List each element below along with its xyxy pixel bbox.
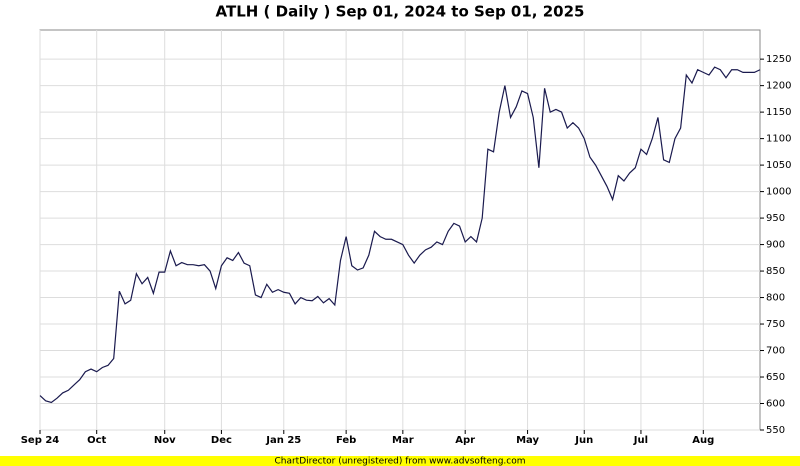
credit-bar <box>0 456 800 466</box>
y-tick-label: 550 <box>766 425 785 436</box>
y-tick-label: 950 <box>766 213 785 224</box>
y-tick-label: 750 <box>766 319 785 330</box>
x-tick-label: Mar <box>392 435 414 446</box>
credit: ChartDirector (unregistered) from www.ad… <box>274 457 525 466</box>
x-tick-label: Nov <box>154 435 176 446</box>
chart-title: ATLH ( Daily ) Sep 01, 2024 to Sep 01, 2… <box>216 3 585 21</box>
price-line <box>39 66 761 404</box>
y-tick-label: 1050 <box>766 160 791 171</box>
y-tick-label: 900 <box>766 240 785 251</box>
x-tick-label: Oct <box>87 435 106 446</box>
plot-area <box>39 29 761 431</box>
y-tick-label: 700 <box>766 346 785 357</box>
y-tick-label: 1250 <box>766 54 791 65</box>
x-tick-label: Sep 24 <box>21 435 60 446</box>
x-tick-label: Feb <box>336 435 356 446</box>
y-tick-label: 600 <box>766 399 785 410</box>
y-tick-label: 1100 <box>766 134 791 145</box>
y-tick-label: 1150 <box>766 107 791 118</box>
y-tick-label: 1200 <box>766 81 791 92</box>
y-tick-label: 850 <box>766 266 785 277</box>
x-tick-label: Apr <box>455 435 475 446</box>
x-tick-label: Jul <box>633 435 648 446</box>
y-tick-label: 650 <box>766 372 785 383</box>
y-tick-label: 800 <box>766 293 785 304</box>
x-tick-label: Aug <box>692 435 714 446</box>
x-tick-label: May <box>516 435 539 446</box>
x-tick-label: Dec <box>211 435 232 446</box>
x-tick-label: Jan 25 <box>265 435 301 446</box>
y-tick-label: 1000 <box>766 187 791 198</box>
x-tick-label: Jun <box>574 435 593 446</box>
